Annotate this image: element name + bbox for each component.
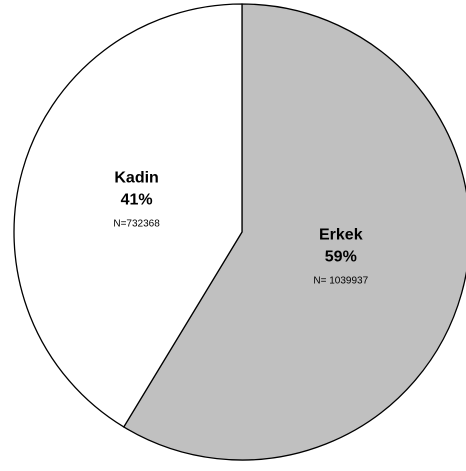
slice-percent-label: 41%	[121, 192, 153, 209]
slice-name-label: Kadin	[114, 170, 158, 187]
pie-slice-erkek	[122, 3, 466, 461]
slice-n-label: N=732368	[113, 219, 160, 230]
slice-percent-label: 59%	[325, 249, 357, 266]
slice-name-label: Erkek	[319, 227, 363, 244]
pie-slice-kadin	[13, 3, 243, 428]
slice-n-label: N= 1039937	[313, 276, 368, 287]
